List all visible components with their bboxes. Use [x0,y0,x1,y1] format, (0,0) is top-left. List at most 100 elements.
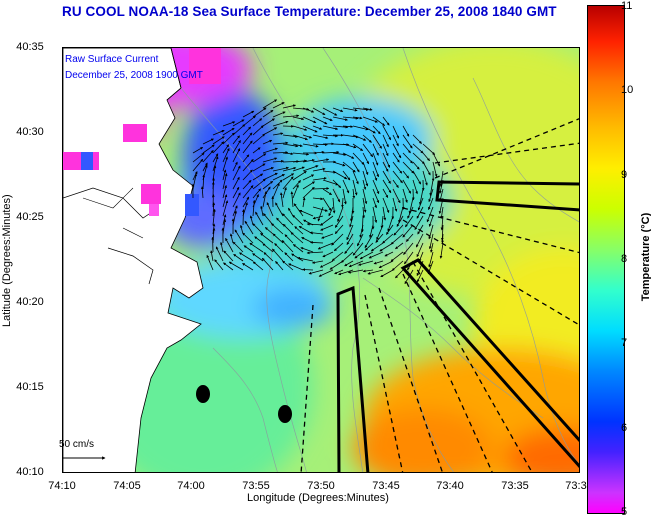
x-axis-title: Longitude (Degrees:Minutes) [247,492,389,504]
current-vector [402,179,412,194]
current-vector [264,227,274,235]
current-vector [302,165,319,172]
current-vector [212,227,216,244]
current-vector [417,197,424,211]
current-vector [242,110,255,118]
current-vector [320,215,334,226]
current-vector [372,206,378,223]
current-vector [404,269,414,285]
current-vector [376,224,384,241]
current-vector [342,188,347,205]
current-vector [192,146,204,154]
land [63,48,221,472]
current-vector [407,206,414,219]
current-vector [272,174,285,181]
current-vector [412,143,424,154]
current-vector [312,134,329,139]
current-vector [272,120,289,127]
current-vector [407,260,414,271]
current-vector [274,243,284,253]
current-vector [372,116,386,126]
current-vector [346,224,354,241]
current-vector [232,176,240,190]
current-vector [252,118,263,127]
current-vector [352,107,369,111]
current-vector [290,232,304,244]
current-vector [322,179,339,186]
current-vector [222,121,236,127]
current-vector [344,242,354,254]
current-vector [222,173,228,190]
current-vector [392,197,398,212]
current-vector [359,224,364,238]
current-vector [252,253,264,262]
current-vector [272,102,285,109]
current-vector [391,260,404,271]
current-vector [416,242,424,258]
current-vector [403,242,414,255]
current-vector [382,125,392,141]
colorbar-title: Temperature (°C) [640,212,651,302]
current-vector [242,232,254,244]
current-vector [418,251,424,262]
current-vector [317,242,334,250]
current-vector [358,260,374,266]
current-vector [357,233,364,247]
current-vector [362,152,370,165]
current-vector [392,179,399,188]
current-vector [372,197,377,209]
current-vector [308,269,324,275]
current-vector [262,166,274,172]
current-vector [222,144,230,154]
current-vector [362,179,367,190]
current-vector [212,156,219,172]
current-vector [334,215,344,228]
current-vector [322,251,334,258]
current-vector [252,199,256,217]
current-vector [428,233,434,250]
current-vector [384,251,394,257]
current-vector [239,224,244,235]
current-vector [370,242,384,252]
current-vector [275,202,284,217]
current-vector [372,152,379,166]
current-vector [392,143,402,159]
current-vector [232,161,238,172]
current-vector [362,107,373,111]
current-date-label: December 25, 2008 1900 GMT [65,70,203,81]
x-tick-label: 73:50 [307,480,335,492]
current-vector [302,125,318,133]
current-vector [276,217,284,226]
current-vector [340,251,354,263]
current-vector [222,184,227,199]
colorbar-tick-label: 9 [621,169,628,181]
current-vector [319,260,334,268]
current-vector [422,170,428,186]
x-tick-label: 73:40 [436,480,464,492]
current-vector [212,141,225,154]
current-vector [244,220,254,235]
current-vector [382,152,391,168]
current-vector [229,233,234,244]
current-vector [202,144,215,154]
current-vector [322,150,340,154]
current-vector [232,119,245,127]
colorbar-tick-label: 11 [621,0,633,12]
colorbar-tick-label: 10 [621,84,634,96]
current-vector [222,200,229,217]
current-vector [332,116,348,121]
current-vector [302,186,315,199]
y-tick-label: 40:25 [16,211,44,223]
current-vector [232,165,241,181]
current-vector [228,261,244,271]
x-tick-label: 73:35 [501,480,529,492]
current-vector [288,207,294,217]
current-vector [292,143,303,148]
colorbar-tick-label: 8 [621,253,628,265]
current-vector [352,143,364,151]
current-vector [232,210,237,226]
current-vector [373,260,384,265]
current-vector [398,206,404,223]
current-vector [312,177,327,181]
current-vector [439,242,444,259]
